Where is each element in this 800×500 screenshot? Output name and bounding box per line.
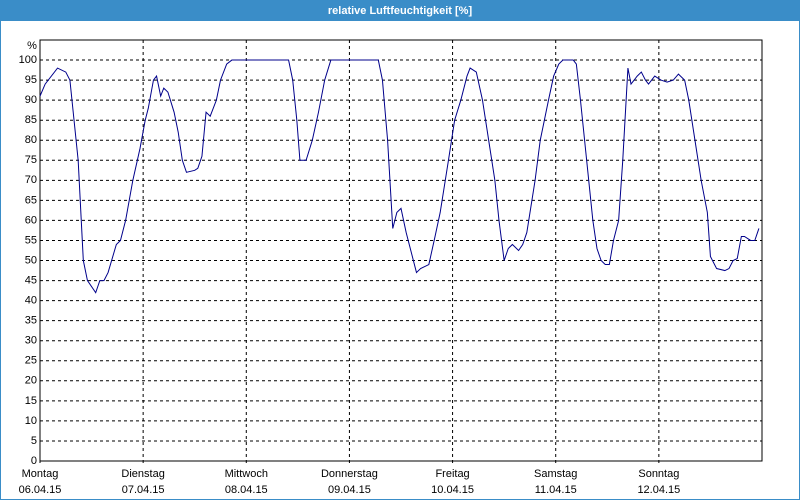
x-tick-date: 10.04.15 [431, 484, 474, 496]
y-tick-label: 60 [25, 214, 37, 226]
y-axis-label: % [27, 40, 37, 52]
y-tick-label: 35 [25, 315, 37, 327]
y-tick-label: 85 [25, 114, 37, 126]
y-tick-label: 30 [25, 335, 37, 347]
title-bar [0, 0, 800, 21]
y-tick-label: 15 [25, 395, 37, 407]
y-tick-label: 80 [25, 134, 37, 146]
y-tick-label: 50 [25, 254, 37, 266]
y-tick-label: 40 [25, 295, 37, 307]
x-tick-label: Freitag [435, 468, 469, 480]
x-tick-date: 08.04.15 [225, 484, 268, 496]
x-tick-date: 06.04.15 [19, 484, 62, 496]
x-tick-date: 09.04.15 [328, 484, 371, 496]
x-tick-date: 07.04.15 [122, 484, 165, 496]
x-tick-label: Montag [22, 468, 59, 480]
y-tick-label: 25 [25, 355, 37, 367]
x-tick-label: Sonntag [638, 468, 679, 480]
x-tick-label: Samstag [534, 468, 577, 480]
y-tick-label: 5 [31, 435, 37, 447]
y-tick-label: 95 [25, 74, 37, 86]
x-tick-date: 11.04.15 [535, 484, 577, 496]
y-tick-label: 45 [25, 274, 37, 286]
y-tick-label: 10 [25, 415, 37, 427]
data-line [39, 59, 760, 294]
y-tick-label: 75 [25, 154, 37, 166]
y-tick-label: 55 [25, 234, 37, 246]
y-tick-label: 100 [19, 54, 37, 66]
chart-title: relative Luftfeuchtigkeit [%] [328, 5, 473, 17]
y-tick-label: 0 [31, 455, 37, 467]
y-tick-label: 90 [25, 94, 37, 106]
y-tick-label: 70 [25, 174, 37, 186]
x-tick-date: 12.04.15 [637, 484, 680, 496]
y-tick-label: 20 [25, 375, 37, 387]
x-tick-label: Dienstag [121, 468, 164, 480]
y-tick-label: 65 [25, 194, 37, 206]
plot-frame [39, 39, 763, 462]
x-tick-label: Mittwoch [225, 468, 268, 480]
x-tick-label: Donnerstag [321, 468, 378, 480]
